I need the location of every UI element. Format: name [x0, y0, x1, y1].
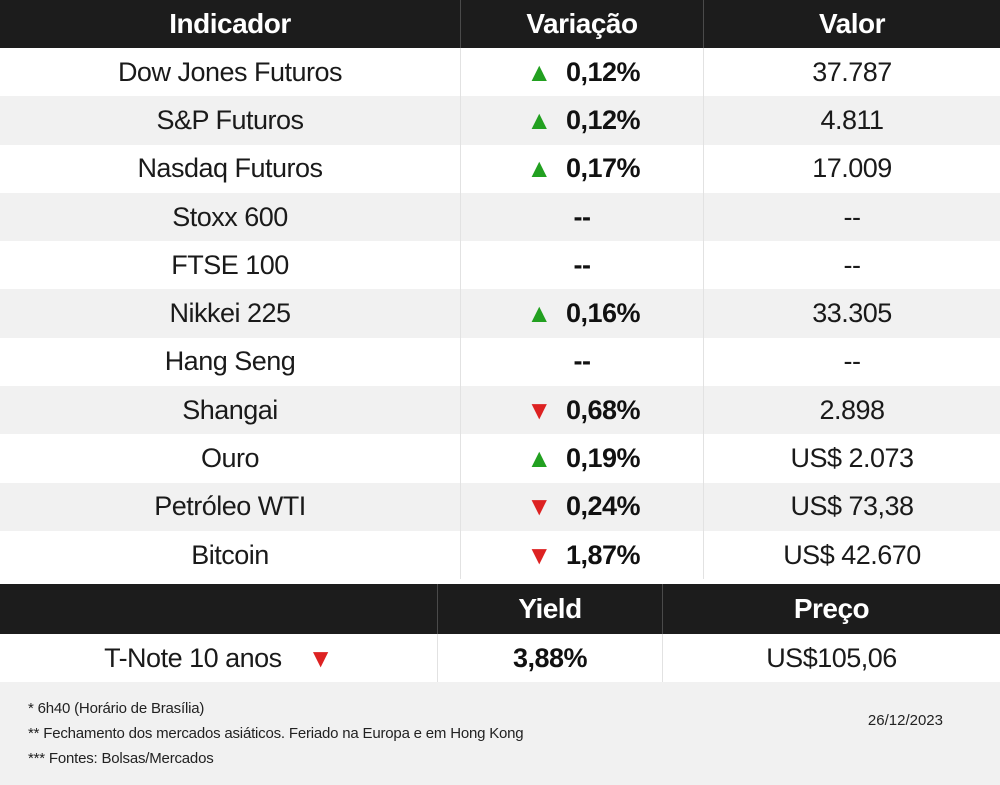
date-label: 26/12/2023 [867, 712, 943, 729]
row-name: Petróleo WTI [0, 482, 461, 531]
footnote-2: ** Fechamento dos mercados asiáticos. Fe… [28, 725, 524, 742]
row-value: 17.009 [812, 153, 892, 184]
arrow-up-icon: ▲ [526, 104, 552, 135]
row-name: Nikkei 225 [0, 289, 461, 338]
header-valor: Valor [819, 8, 885, 39]
table-row: Ouro ▲ 0,19% US$ 2.073 [0, 434, 1000, 483]
bond-yield: 3,88% [437, 634, 662, 682]
arrow-up-icon: ▲ [526, 153, 552, 184]
row-name: Stoxx 600 [0, 192, 461, 242]
row-name: S&P Futuros [0, 96, 461, 145]
row-name: Hang Seng [0, 337, 461, 387]
row-value: 37.787 [812, 56, 892, 87]
table-row: Bitcoin ▼ 1,87% US$ 42.670 [0, 530, 1000, 580]
header-yield: Yield [437, 584, 662, 634]
table-row: Nasdaq Futuros ▲ 0,17% 17.009 [0, 144, 1000, 193]
table-row: Nikkei 225 ▲ 0,16% 33.305 [0, 289, 1000, 338]
row-variation-cell: ▲ 0,17% [461, 144, 704, 193]
row-variation: 0,19% [565, 443, 641, 474]
row-variation-cell: ▲ 0,16% [461, 289, 704, 338]
row-variation-cell: ▲ 0,12% [461, 48, 704, 97]
arrow-up-icon: ▲ [526, 298, 552, 329]
arrow-down-icon: ▼ [526, 394, 552, 425]
header-variacao: Variação [461, 0, 704, 48]
row-variation: 0,68% [565, 394, 641, 425]
arrow-down-icon: ▼ [307, 642, 334, 673]
row-variation-cell: -- [461, 192, 704, 242]
bond-name-cell: T-Note 10 anos ▼ [0, 634, 437, 682]
row-name: FTSE 100 [0, 241, 461, 290]
row-value: 33.305 [812, 298, 892, 329]
table-row: Petróleo WTI ▼ 0,24% US$ 73,38 [0, 482, 1000, 531]
table-row: Dow Jones Futuros ▲ 0,12% 37.787 [0, 48, 1000, 97]
row-variation: -- [573, 201, 591, 232]
arrow-down-icon: ▼ [526, 491, 552, 522]
row-variation: 0,12% [565, 56, 641, 87]
row-value: US$ 2.073 [790, 443, 914, 474]
row-variation: 0,24% [565, 491, 641, 522]
header-indicador: Indicador [0, 0, 461, 48]
header-preco: Preço [662, 584, 1000, 634]
table-row: Hang Seng -- -- [0, 337, 1000, 387]
row-variation-cell: ▼ 1,87% [461, 530, 704, 580]
row-name: Shangai [0, 386, 461, 435]
row-variation: 1,87% [565, 539, 641, 570]
footnote-3: *** Fontes: Bolsas/Mercados [28, 750, 214, 767]
bonds-table: Yield Preço T-Note 10 anos ▼ 3,88% US$10… [0, 584, 1000, 682]
table-body: Dow Jones Futuros ▲ 0,12% 37.787 S&P Futuros… [0, 48, 1000, 580]
row-value: -- [843, 346, 861, 377]
table-header: Indicador Variação Valor [0, 0, 1000, 48]
row-value: -- [843, 249, 861, 280]
row-variation: 0,16% [565, 298, 641, 329]
table-row: T-Note 10 anos ▼ 3,88% US$105,06 [0, 634, 1000, 682]
table-row: FTSE 100 -- -- [0, 241, 1000, 290]
row-value: US$ 73,38 [790, 491, 914, 522]
footer: * 6h40 (Horário de Brasília) ** Fechamen… [0, 682, 1000, 785]
indicators-table: Indicador Variação Valor Dow Jones Futur… [0, 0, 1000, 580]
row-name: T-Note 10 anos [104, 642, 282, 673]
footnote-1: * 6h40 (Horário de Brasília) [28, 700, 205, 717]
row-variation-cell: ▲ 0,12% [461, 96, 704, 145]
row-name: Nasdaq Futuros [0, 144, 461, 193]
row-variation-cell: -- [461, 241, 704, 290]
row-variation-cell: ▼ 0,24% [461, 482, 704, 531]
row-name: Dow Jones Futuros [0, 48, 461, 97]
row-value: 2.898 [819, 394, 885, 425]
arrow-down-icon: ▼ [526, 539, 552, 570]
arrow-up-icon: ▲ [526, 443, 552, 474]
table-row: S&P Futuros ▲ 0,12% 4.811 [0, 96, 1000, 145]
bonds-header: Yield Preço [0, 584, 1000, 634]
row-variation: -- [573, 346, 591, 377]
row-variation-cell: ▼ 0,68% [461, 386, 704, 435]
row-value: 4.811 [820, 104, 884, 135]
row-variation: 0,12% [565, 104, 641, 135]
row-variation: 0,17% [565, 153, 641, 184]
row-name: Ouro [0, 434, 461, 483]
row-variation-cell: -- [461, 337, 704, 387]
table-row: Stoxx 600 -- -- [0, 192, 1000, 242]
row-value: US$ 42.670 [783, 539, 921, 570]
bonds-header-blank [0, 584, 437, 634]
table-row: Shangai ▼ 0,68% 2.898 [0, 386, 1000, 435]
arrow-up-icon: ▲ [526, 56, 552, 87]
row-value: -- [843, 201, 861, 232]
row-variation: -- [573, 249, 591, 280]
row-name: Bitcoin [0, 530, 461, 580]
bond-price: US$105,06 [662, 634, 1000, 682]
row-variation-cell: ▲ 0,19% [461, 434, 704, 483]
